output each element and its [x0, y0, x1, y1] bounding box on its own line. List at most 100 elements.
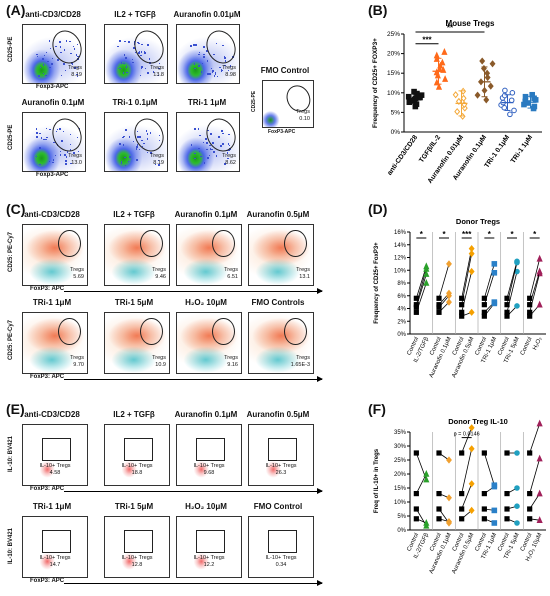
event-dot [143, 142, 146, 145]
treatment-point [468, 424, 475, 432]
event-dot [158, 67, 160, 70]
flow-plot: Tregs 13.0 [22, 112, 86, 172]
event-dot [119, 67, 121, 69]
event-dot [212, 70, 214, 72]
data-point [439, 58, 446, 66]
event-dot [69, 143, 71, 146]
control-point [459, 450, 465, 456]
event-dot [53, 141, 55, 144]
treg-gate [140, 229, 163, 257]
event-dot [120, 160, 123, 163]
event-dot [59, 154, 62, 156]
gate-label: IL-10+ Tregs [39, 555, 71, 562]
control-point [527, 491, 533, 497]
treatment-point [536, 419, 543, 427]
data-point [487, 82, 494, 90]
y-tick-label: 12% [394, 256, 407, 262]
gate-percentage: Tregs 1.65E-3 [291, 355, 310, 369]
event-dot [229, 148, 231, 151]
pair-line [461, 427, 473, 454]
event-dot [209, 148, 212, 150]
treatment-point [423, 270, 430, 277]
treatment-point [423, 469, 430, 477]
event-dot [123, 135, 125, 138]
flow-plot: Tregs 8.62 [176, 112, 240, 172]
il10-gate [268, 438, 298, 462]
event-dot [206, 148, 208, 151]
event-dot [158, 164, 160, 166]
event-dot [136, 146, 138, 148]
pair-line [438, 263, 450, 299]
event-dot [136, 136, 139, 138]
significance-label: * [510, 230, 514, 239]
flow-plot: Tregs 5.69 [22, 224, 88, 286]
event-dot [157, 74, 160, 77]
event-dot [36, 53, 38, 56]
event-dot [200, 71, 203, 73]
event-dot [194, 67, 196, 70]
event-dot [136, 130, 139, 133]
significance-label: * [442, 230, 446, 239]
event-dot [124, 40, 126, 43]
gate-value: 9.70 [73, 362, 84, 368]
flow-plot: IL-10+ Tregs 26.3 [248, 424, 314, 486]
event-dot [65, 40, 68, 42]
event-dot [125, 66, 128, 68]
plot-title: Auranofin 0.1μM [21, 98, 85, 107]
treatment-point [468, 506, 475, 514]
event-dot [208, 154, 211, 157]
event-dot [76, 75, 78, 78]
event-dot [128, 41, 130, 43]
event-dot [46, 136, 48, 139]
event-dot [203, 46, 205, 48]
control-point [504, 491, 510, 497]
event-dot [124, 164, 127, 167]
control-point [481, 516, 487, 522]
event-dot [193, 44, 195, 46]
gate-percentage: Tregs 10.9 [152, 355, 166, 369]
event-dot [136, 144, 139, 146]
event-dot [69, 133, 72, 136]
event-dot [133, 41, 136, 43]
data-point [409, 98, 415, 104]
event-dot [194, 152, 196, 155]
event-dot [36, 55, 39, 58]
event-dot [201, 62, 204, 65]
treatment-point [491, 300, 498, 307]
data-point [531, 103, 538, 110]
event-dot [222, 44, 224, 47]
treatment-point [491, 483, 498, 490]
event-dot [203, 53, 205, 56]
significance-label: * [488, 230, 492, 239]
treatment-point [514, 303, 520, 309]
data-point [501, 92, 508, 99]
control-point [527, 450, 533, 456]
control-point [459, 491, 465, 497]
event-dot [126, 71, 128, 74]
p-value-annotation: p = 0.0146 [454, 432, 480, 438]
event-dot [75, 54, 78, 56]
event-dot [145, 130, 148, 132]
significance-label: *** [462, 230, 472, 239]
treg-gate [212, 317, 235, 345]
y-axis-label: IL-10: BV421 [8, 527, 14, 564]
data-point [522, 93, 529, 100]
gate-label: Tregs [224, 267, 238, 273]
event-dot [38, 75, 40, 77]
event-dot [227, 69, 230, 72]
event-dot [137, 41, 139, 44]
event-dot [45, 74, 47, 77]
control-point [436, 295, 442, 301]
event-dot [76, 73, 78, 76]
data-point [522, 98, 529, 105]
gate-percentage: Tregs 5.69 [70, 267, 84, 281]
gate-value: 13.8 [153, 72, 164, 78]
treatment-point [536, 489, 543, 497]
treatment-point [446, 292, 452, 300]
pair-line [529, 458, 541, 494]
gate-value: 13.0 [71, 160, 82, 166]
event-dot [77, 55, 79, 58]
flow-plot: IL-10+ Tregs 18.8 [104, 424, 170, 486]
gate-value: 12.8 [131, 562, 143, 569]
panel-f-letter: (F) [368, 401, 386, 417]
